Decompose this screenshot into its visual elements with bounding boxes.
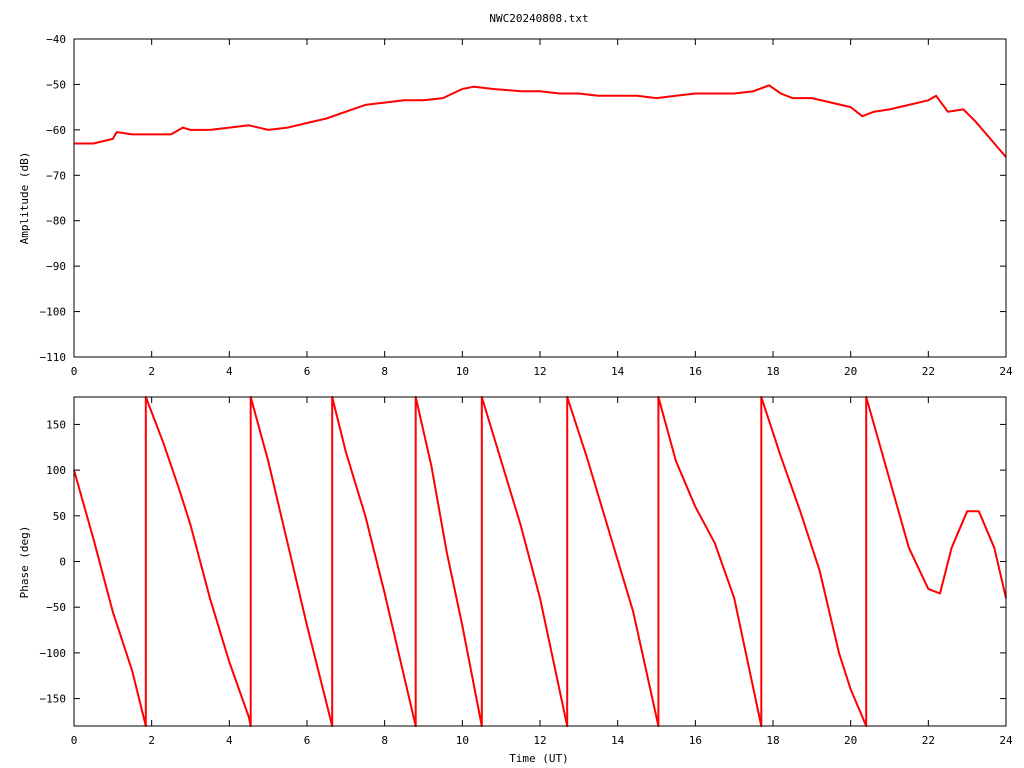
amplitude-y-tick-label: −90	[46, 260, 66, 273]
phase-y-axis-label: Phase (deg)	[18, 526, 31, 599]
amplitude-y-axis-label: Amplitude (dB)	[18, 152, 31, 245]
phase-y-tick-label: 50	[53, 510, 66, 523]
phase-y-tick-label: −150	[40, 693, 67, 706]
phase-x-tick-label: 18	[766, 734, 779, 747]
amplitude-x-tick-label: 6	[304, 365, 311, 378]
phase-series-group	[73, 396, 1007, 727]
amplitude-plot: 0 2 4 6 8 10 12 14 16 18 20 22 24−40−50−60−70−80−90−…	[18, 33, 1013, 378]
amplitude-x-tick-label: 0	[71, 365, 78, 378]
phase-plot: 0 2 4 6 8 10 12 14 16 18 20 22 24150100500−50−100−15…	[18, 396, 1013, 765]
amplitude-y-tick-label: −40	[46, 33, 66, 46]
phase-x-axis-label: Time (UT)	[509, 752, 569, 765]
amplitude-x-tick-label: 4	[226, 365, 233, 378]
amplitude-x-tick-label: 2	[148, 365, 155, 378]
phase-x-tick-label: 0	[71, 734, 78, 747]
chart-title: NWC20240808.txt	[489, 12, 588, 25]
amplitude-plot-frame	[73, 38, 1007, 358]
phase-x-tick-label: 10	[456, 734, 469, 747]
phase-x-tick-label: 14	[611, 734, 625, 747]
amplitude-ticks: 0 2 4 6 8 10 12 14 16 18 20 22 24−40−50−60−70−80−90−…	[40, 33, 1013, 378]
amplitude-x-tick-label: 12	[533, 365, 546, 378]
amplitude-x-tick-label: 14	[611, 365, 625, 378]
amplitude-y-tick-label: −70	[46, 169, 66, 182]
amplitude-y-tick-label: −110	[40, 351, 67, 364]
amplitude-x-tick-label: 8	[381, 365, 388, 378]
amplitude-y-tick-label: −50	[46, 78, 66, 91]
phase-y-tick-label: −100	[40, 647, 67, 660]
phase-y-tick-label: −50	[46, 601, 66, 614]
phase-y-tick-label: 150	[46, 418, 66, 431]
amplitude-x-tick-label: 20	[844, 365, 857, 378]
amplitude-y-tick-label: −60	[46, 124, 66, 137]
phase-x-tick-label: 22	[922, 734, 935, 747]
amplitude-y-tick-label: −80	[46, 215, 66, 228]
phase-series-line	[73, 396, 1007, 727]
phase-x-tick-label: 8	[381, 734, 388, 747]
phase-x-tick-label: 6	[304, 734, 311, 747]
amplitude-series-group	[74, 84, 1007, 158]
phase-x-tick-label: 12	[533, 734, 546, 747]
phase-x-tick-label: 20	[844, 734, 857, 747]
phase-ticks: 0 2 4 6 8 10 12 14 16 18 20 22 24150100500−50−100−15…	[40, 397, 1013, 747]
phase-plot-frame	[73, 396, 1007, 727]
amplitude-x-tick-label: 24	[999, 365, 1013, 378]
amplitude-x-tick-label: 10	[456, 365, 469, 378]
amplitude-series-line	[74, 84, 1007, 158]
amplitude-y-tick-label: −100	[40, 306, 67, 319]
amplitude-x-tick-label: 16	[689, 365, 702, 378]
phase-y-tick-label: 100	[46, 464, 66, 477]
phase-x-tick-label: 2	[148, 734, 155, 747]
amplitude-x-tick-label: 22	[922, 365, 935, 378]
phase-x-tick-label: 4	[226, 734, 233, 747]
phase-y-tick-label: 0	[59, 556, 66, 569]
phase-x-tick-label: 16	[689, 734, 702, 747]
phase-x-tick-label: 24	[999, 734, 1013, 747]
amplitude-x-tick-label: 18	[766, 365, 779, 378]
